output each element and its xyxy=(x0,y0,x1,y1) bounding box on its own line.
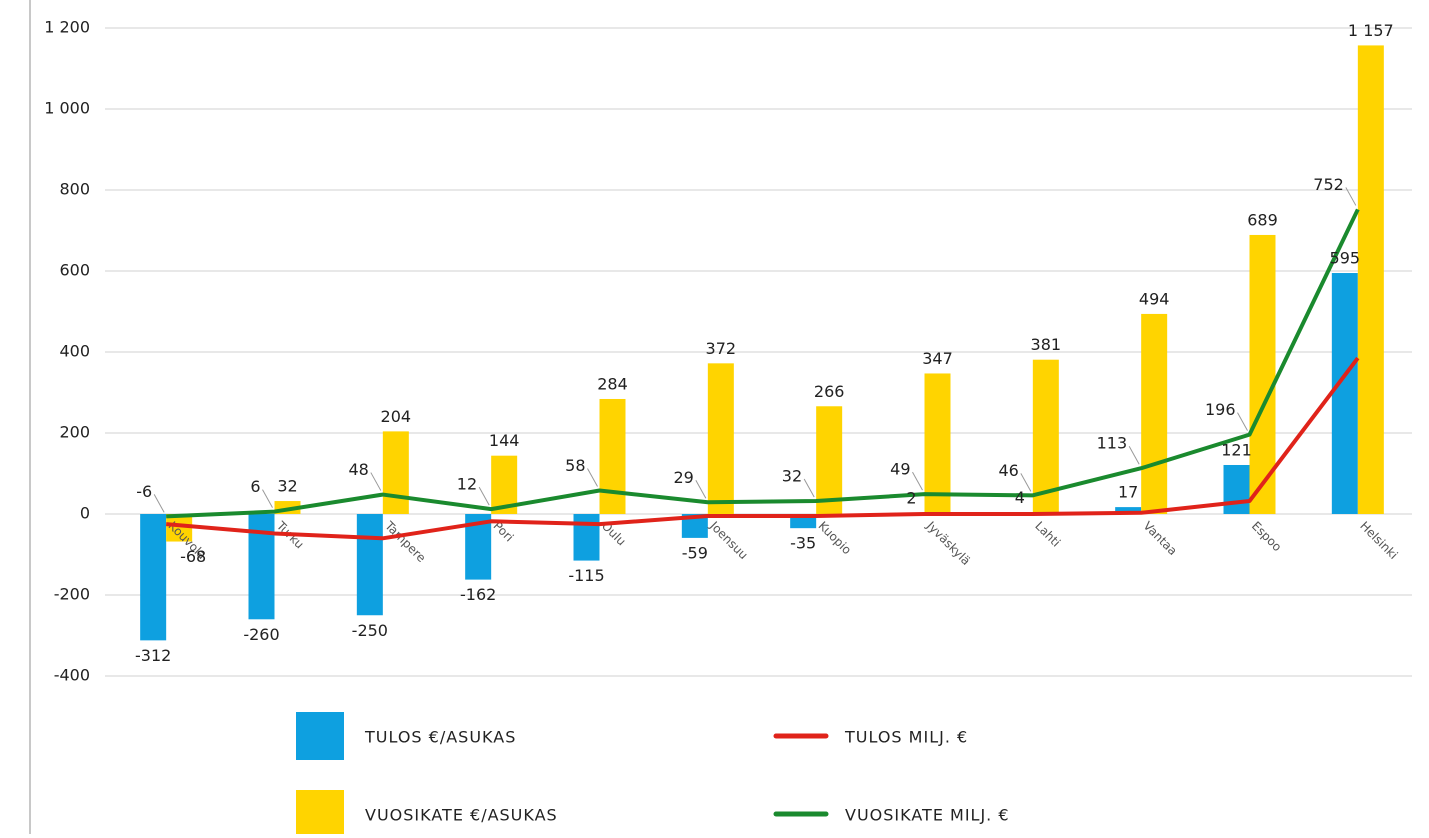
data-label: -59 xyxy=(682,543,708,562)
x-tick-label: Lahti xyxy=(1032,519,1063,550)
bar xyxy=(924,373,951,514)
data-label: 752 xyxy=(1313,175,1344,194)
y-tick-label: 1 000 xyxy=(44,99,90,118)
y-tick-label: 600 xyxy=(59,261,90,280)
data-label: 6 xyxy=(250,477,260,496)
y-tick-label: 200 xyxy=(59,423,90,442)
data-label: -35 xyxy=(790,534,816,553)
data-label: 29 xyxy=(673,468,693,487)
data-label: 17 xyxy=(1118,483,1138,502)
bar xyxy=(1357,45,1384,514)
leader-line xyxy=(370,472,382,491)
data-label: 347 xyxy=(922,349,953,368)
data-label: 372 xyxy=(706,339,737,358)
bar xyxy=(140,514,167,641)
x-tick-label: Espoo xyxy=(1249,519,1284,554)
x-tick-label: Joensuu xyxy=(707,518,751,562)
x-tick-label: Tampere xyxy=(382,518,429,565)
data-label: 46 xyxy=(998,461,1018,480)
data-label: 4 xyxy=(1015,488,1025,507)
leader-line xyxy=(1128,445,1140,465)
data-label: 144 xyxy=(489,431,520,450)
y-tick-label: -200 xyxy=(54,585,90,604)
legend-label: TULOS €/ASUKAS xyxy=(364,728,516,747)
leader-line xyxy=(262,489,273,508)
line-series xyxy=(166,208,1360,519)
leader-line xyxy=(803,478,815,498)
legend-label: VUOSIKATE €/ASUKAS xyxy=(365,806,558,825)
leader-line xyxy=(912,471,923,491)
y-tick-label: 400 xyxy=(59,342,90,361)
bar xyxy=(382,431,409,514)
data-label: -250 xyxy=(352,621,388,640)
data-label: 204 xyxy=(381,407,412,426)
x-tick-label: Kuopio xyxy=(816,519,855,558)
legend-swatch xyxy=(296,790,344,838)
leader-line xyxy=(587,468,598,487)
bar xyxy=(1331,273,1358,514)
leader-line xyxy=(1020,473,1032,492)
x-tick-label: Vantaa xyxy=(1141,519,1180,558)
data-label: -68 xyxy=(180,547,206,566)
data-label: 689 xyxy=(1247,210,1278,229)
data-label: 2 xyxy=(906,489,916,508)
data-label: -6 xyxy=(136,482,152,501)
data-label: 381 xyxy=(1031,335,1062,354)
y-tick-label: -400 xyxy=(54,666,90,685)
bar xyxy=(1223,464,1250,514)
data-label: -260 xyxy=(243,625,279,644)
data-label: -162 xyxy=(460,585,496,604)
bar xyxy=(1141,313,1168,514)
data-label: 58 xyxy=(565,456,585,475)
legend-swatch xyxy=(296,712,344,760)
bar xyxy=(599,398,626,514)
bar xyxy=(573,514,600,561)
y-tick-label: 0 xyxy=(80,504,90,523)
leader-line xyxy=(695,480,707,499)
legend-label: VUOSIKATE MILJ. € xyxy=(845,806,1010,825)
x-tick-label: Jyväskylä xyxy=(923,518,973,568)
data-label: 32 xyxy=(782,467,802,486)
bar xyxy=(707,363,734,514)
data-label: -115 xyxy=(568,566,604,585)
y-tick-label: 1 200 xyxy=(44,18,90,37)
bar xyxy=(1249,234,1276,514)
data-label: 12 xyxy=(457,475,477,494)
data-label: 1 157 xyxy=(1348,21,1394,40)
bar xyxy=(1115,507,1142,514)
bar xyxy=(356,514,383,616)
leader-line xyxy=(153,494,165,513)
data-label: 196 xyxy=(1205,400,1236,419)
data-label: 121 xyxy=(1221,440,1252,459)
data-label: 113 xyxy=(1097,434,1128,453)
leader-line xyxy=(478,486,490,506)
data-label: 494 xyxy=(1139,289,1170,308)
bar xyxy=(816,406,843,514)
data-label: 49 xyxy=(890,460,910,479)
x-tick-label: Helsinki xyxy=(1357,519,1400,562)
data-label: 32 xyxy=(277,477,297,496)
data-label: 595 xyxy=(1330,249,1361,268)
legend-label: TULOS MILJ. € xyxy=(844,728,968,747)
leader-line xyxy=(1237,412,1248,431)
data-label: 266 xyxy=(814,382,845,401)
data-label: -312 xyxy=(135,646,171,665)
data-label: 48 xyxy=(348,460,368,479)
y-tick-label: 800 xyxy=(59,180,90,199)
bar xyxy=(681,514,708,538)
line-series xyxy=(165,356,1360,541)
leader-line xyxy=(1345,187,1357,206)
data-label: 284 xyxy=(597,374,628,393)
